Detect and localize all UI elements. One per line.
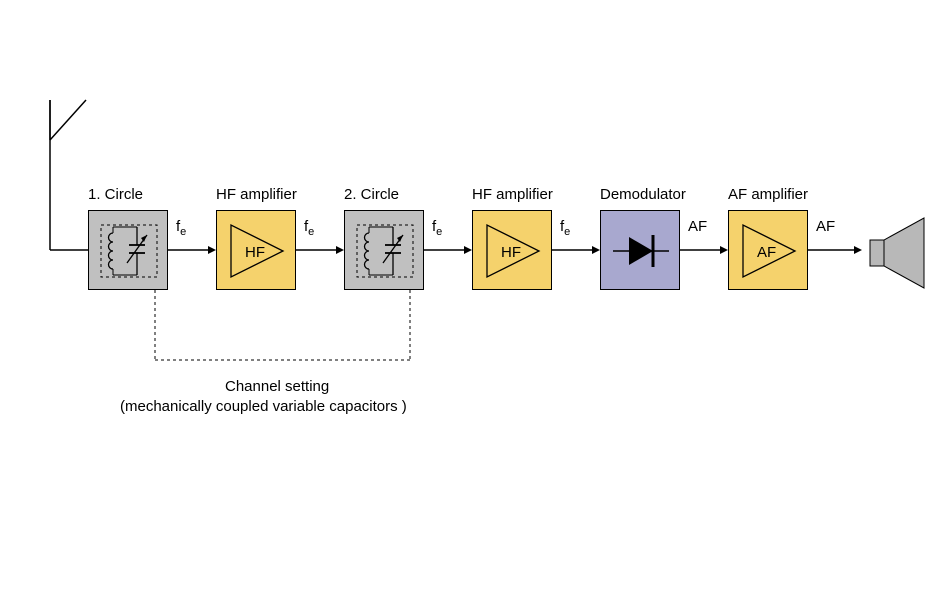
signal-label-0: fe [176, 218, 186, 238]
block-circle2 [344, 210, 424, 290]
signal-arrow [803, 240, 867, 260]
label-afamp: AF amplifier [728, 186, 808, 203]
signal-label-1: fe [304, 218, 314, 238]
signal-arrow [675, 240, 733, 260]
coupling-caption-1: Channel setting [225, 378, 329, 395]
label-hfamp2: HF amplifier [472, 186, 553, 203]
signal-label-4: AF [688, 218, 707, 235]
block-afamp: AF [728, 210, 808, 290]
svg-text:AF: AF [757, 244, 776, 261]
signal-arrow [163, 240, 221, 260]
svg-text:HF: HF [245, 244, 265, 261]
block-demod [600, 210, 680, 290]
svg-text:HF: HF [501, 244, 521, 261]
block-circle1 [88, 210, 168, 290]
coupling-caption-2: (mechanically coupled variable capacitor… [120, 398, 407, 415]
signal-arrow [419, 240, 477, 260]
speaker-icon [865, 213, 945, 293]
signal-label-5: AF [816, 218, 835, 235]
label-hfamp1: HF amplifier [216, 186, 297, 203]
label-demod: Demodulator [600, 186, 686, 203]
label-circle1: 1. Circle [88, 186, 143, 203]
signal-label-2: fe [432, 218, 442, 238]
label-circle2: 2. Circle [344, 186, 399, 203]
signal-arrow [291, 240, 349, 260]
block-hfamp1: HF [216, 210, 296, 290]
block-hfamp2: HF [472, 210, 552, 290]
coupling-lines [0, 290, 945, 490]
signal-label-3: fe [560, 218, 570, 238]
signal-arrow [547, 240, 605, 260]
